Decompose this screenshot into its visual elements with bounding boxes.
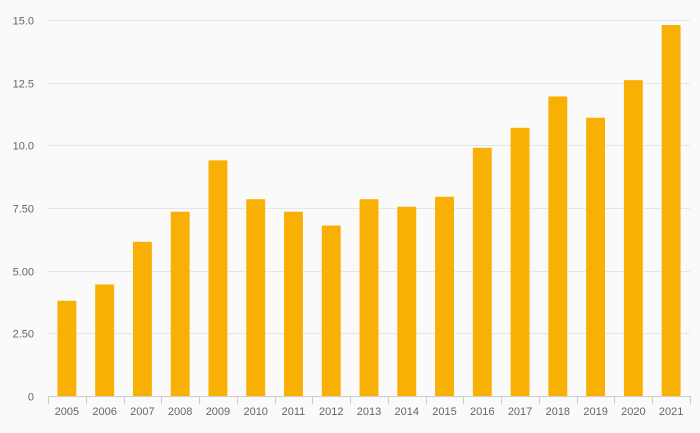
bar-2021 <box>661 25 681 396</box>
bar-2020 <box>623 80 643 396</box>
bar-2006 <box>95 284 115 396</box>
bar-2008 <box>170 211 190 396</box>
bar-2007 <box>132 241 152 396</box>
x-tick-label: 2005 <box>55 406 79 418</box>
bar-2005 <box>57 300 77 396</box>
y-axis-tick-labels: 0 2.50 5.00 7.50 10.0 12.5 15.0 <box>13 16 34 404</box>
bar-2019 <box>586 117 606 396</box>
bar-2018 <box>548 96 568 396</box>
y-tick-label: 15.0 <box>13 16 34 28</box>
x-axis <box>48 396 691 404</box>
x-tick-label: 2020 <box>621 406 645 418</box>
bar-2012 <box>321 225 341 396</box>
bar-2016 <box>472 147 492 396</box>
bar-2014 <box>397 206 417 396</box>
x-tick-label: 2010 <box>243 406 267 418</box>
x-tick-label: 2019 <box>583 406 607 418</box>
x-tick-label: 2011 <box>282 406 306 418</box>
x-tick-label: 2015 <box>432 406 456 418</box>
x-tick-label: 2013 <box>357 406 381 418</box>
x-tick-label: 2006 <box>92 406 116 418</box>
x-tick-label: 2007 <box>130 406 154 418</box>
x-tick-label: 2014 <box>395 406 419 418</box>
bar-2010 <box>246 199 266 396</box>
x-tick-label: 2021 <box>659 406 683 418</box>
y-tick-label: 7.50 <box>13 204 34 216</box>
x-tick-label: 2017 <box>508 406 532 418</box>
bars <box>57 25 681 396</box>
x-axis-tick-labels: 2005 2006 2007 2008 2009 2010 2011 2012 2013 2014… <box>55 406 684 418</box>
bar-2011 <box>284 211 303 396</box>
y-tick-label: 2.50 <box>13 329 34 341</box>
bar-2017 <box>510 127 530 396</box>
bar-2009 <box>208 160 228 396</box>
x-tick-label: 2009 <box>206 406 230 418</box>
y-tick-label: 0 <box>28 392 34 404</box>
bar-2015 <box>435 196 454 396</box>
y-tick-label: 5.00 <box>13 267 34 279</box>
x-tick-label: 2016 <box>470 406 494 418</box>
x-tick-label: 2018 <box>546 406 570 418</box>
x-tick-label: 2012 <box>319 406 343 418</box>
x-tick-label: 2008 <box>168 406 192 418</box>
y-tick-label: 12.5 <box>13 79 34 91</box>
y-tick-label: 10.0 <box>13 141 34 153</box>
bar-2013 <box>359 199 379 396</box>
